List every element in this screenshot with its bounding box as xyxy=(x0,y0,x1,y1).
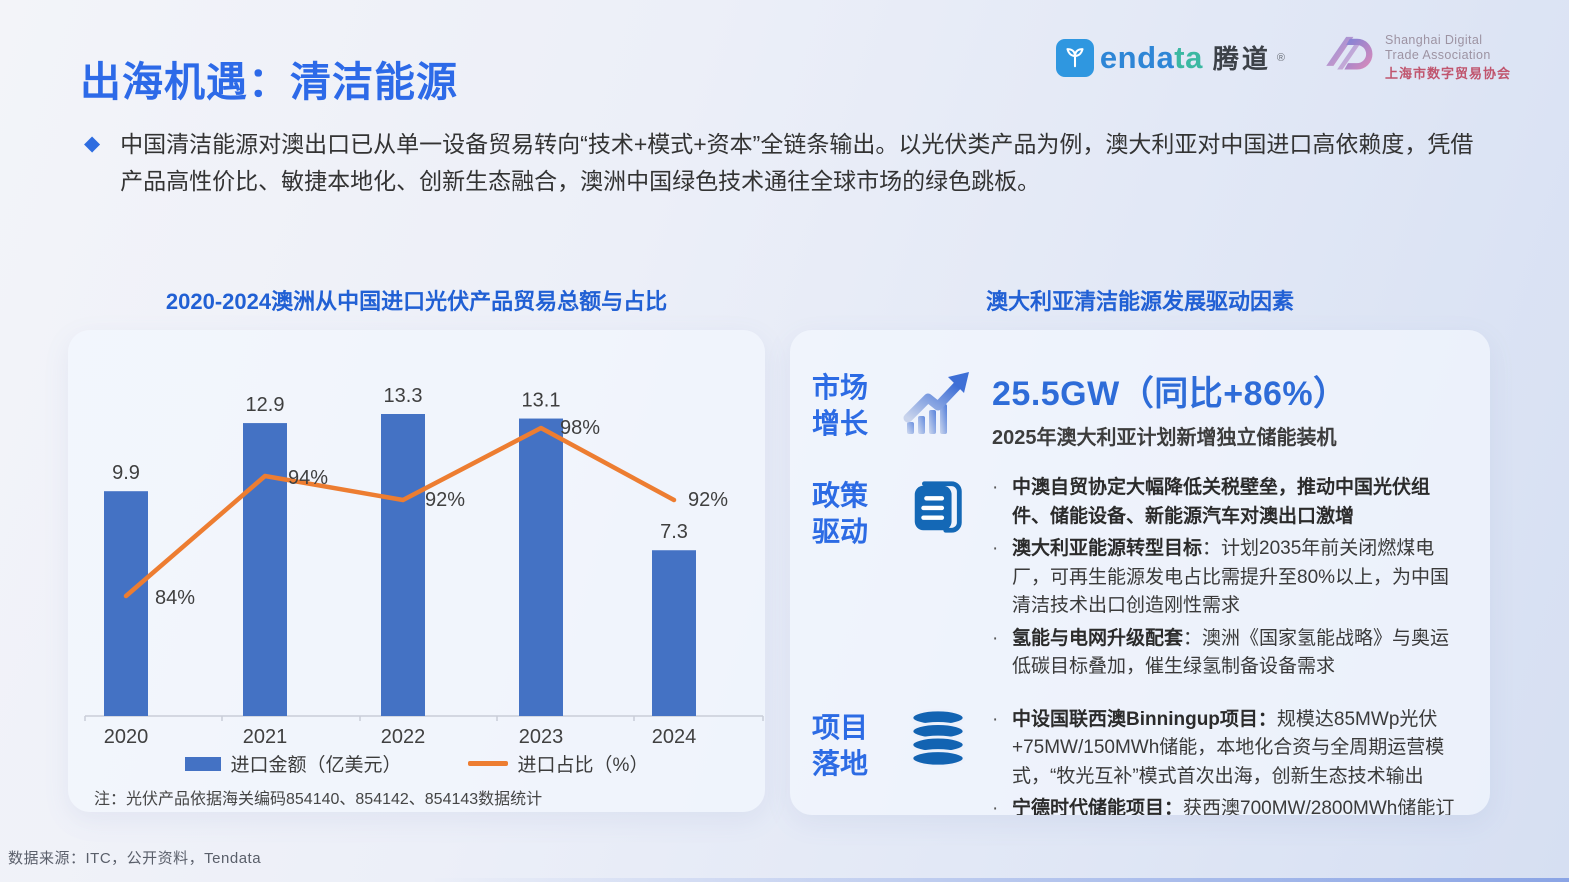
tendata-cn-label: 腾道 xyxy=(1212,44,1271,74)
sdta-en-line2: Trade Association xyxy=(1384,48,1491,63)
line-value-label: 92% xyxy=(425,489,465,511)
bar-2021 xyxy=(243,423,287,716)
chart-note: 注：光伏产品依据海关编码854140、854142、854143数据统计 xyxy=(94,791,543,808)
bullet-dot-icon: · xyxy=(992,798,999,815)
bar-value-label: 9.9 xyxy=(112,462,140,484)
bar-2023 xyxy=(519,418,563,716)
bar-2020 xyxy=(104,491,148,716)
bar-2022 xyxy=(381,414,425,716)
logo-area: endata 腾道 ® Shanghai Digital xyxy=(1055,26,1511,89)
page-title: 出海机遇：清洁能源 xyxy=(80,59,458,105)
market-growth-desc: 2025年澳大利亚计划新增独立储能装机 xyxy=(992,427,1337,449)
bar-line-chart: 9.9 2020 12.9 2021 13.3 2022 13.1 2023 7.3 2024 84… xyxy=(84,385,764,748)
x-tick-label: 2021 xyxy=(243,726,288,748)
driver-section-3: 项目落地 · 中设国联西澳Binningup项目：规模达85MWp光伏+75MW/1… xyxy=(812,706,1466,816)
x-tick-label: 2022 xyxy=(381,726,426,748)
intro-paragraph: ◆ 中国清洁能源对澳出口已从单一设备贸易转向“技术+模式+资本”全链条输出。以光… xyxy=(84,126,1496,201)
x-tick-label: 2020 xyxy=(104,726,149,748)
driver-label: 项目落地 xyxy=(812,711,869,779)
tendata-wordmark: endata xyxy=(1099,39,1203,75)
chart-panel: 9.9 2020 12.9 2021 13.3 2022 13.1 2023 7.3 2024 84… xyxy=(68,330,765,812)
bullet-dot-icon: · xyxy=(992,627,999,649)
data-source: 数据来源：ITC，公开资料，Tendata xyxy=(8,850,262,867)
market-growth-stat: 25.5GW（同比+86%） xyxy=(992,375,1348,413)
driver-label: 政策驱动 xyxy=(812,480,869,548)
bar-value-label: 12.9 xyxy=(246,394,285,416)
legend-line-label: 进口占比（%） xyxy=(517,755,649,776)
bar-value-label: 13.3 xyxy=(384,385,423,407)
x-tick-label: 2023 xyxy=(519,726,564,748)
driver-label: 市场增长 xyxy=(812,372,869,440)
chart-legend: 进口金额（亿美元） 进口占比（%） xyxy=(68,750,765,777)
line-value-label: 92% xyxy=(688,489,728,511)
line-value-label: 84% xyxy=(155,587,195,609)
drivers-panel: 市场增长 25.5GW（同比+86%） 2025年澳大利亚计划新增独立储能装机政策驱… xyxy=(790,330,1490,815)
bullet-diamond-icon: ◆ xyxy=(84,132,101,155)
database-icon xyxy=(892,706,984,770)
bullet-dot-icon: · xyxy=(992,538,999,559)
legend-item-line: 进口占比（%） xyxy=(467,750,649,777)
x-tick-label: 2024 xyxy=(652,726,697,748)
driver-bullet: ·宁德时代储能项目：获西澳700MW/2800MWh储能订单，2025年投产 xyxy=(992,795,1466,815)
trend-up-icon xyxy=(892,366,984,436)
chart-title: 2020-2024澳洲从中国进口光伏产品贸易总额与占比 xyxy=(165,289,668,314)
tendata-logo: endata 腾道 ® xyxy=(1055,38,1285,77)
bar-value-label: 13.1 xyxy=(522,390,561,412)
driver-bullet: · 氢能与电网升级配套：澳洲《国家氢能战略》与奥运低碳目标叠加，催生绿氢制备设备需… xyxy=(992,625,1466,682)
driver-content: · 中澳自贸协定大幅降低关税壁垒，推动中国光伏组件、储能设备、新能源汽车对澳出口激… xyxy=(992,474,1466,682)
sdta-en-line1: Shanghai Digital xyxy=(1384,32,1483,47)
driver-section-1: 市场增长 25.5GW（同比+86%） 2025年澳大利亚计划新增独立储能装机 xyxy=(812,366,1466,450)
sdta-logo: Shanghai Digital Trade Association 上海市数字… xyxy=(1319,26,1511,89)
legend-item-bar: 进口金额（亿美元） xyxy=(184,750,402,777)
driver-bullet: · 中设国联西澳Binningup项目：规模达85MWp光伏+75MW/150MW… xyxy=(992,706,1466,792)
bar-2024 xyxy=(652,550,696,716)
legend-bar-label: 进口金额（亿美元） xyxy=(230,755,402,776)
driver-bullet: · 中澳自贸协定大幅降低关税壁垒，推动中国光伏组件、储能设备、新能源汽车对澳出口激… xyxy=(992,474,1466,531)
tendata-sprout-icon xyxy=(1055,38,1094,77)
driver-bullet: · 澳大利亚能源转型目标：计划2035年前关闭燃煤电厂，可再生能源发电占比需提升至… xyxy=(992,535,1466,621)
drivers-title: 澳大利亚清洁能源发展驱动因素 xyxy=(985,289,1294,314)
line-swatch-icon xyxy=(467,761,508,766)
bullet-dot-icon: · xyxy=(992,477,999,498)
intro-text: 中国清洁能源对澳出口已从单一设备贸易转向“技术+模式+资本”全链条输出。以光伏类… xyxy=(120,131,1474,195)
driver-content: · 中设国联西澳Binningup项目：规模达85MWp光伏+75MW/150MW… xyxy=(992,706,1466,816)
registered-mark-icon: ® xyxy=(1276,51,1285,64)
line-value-label: 94% xyxy=(288,467,328,489)
line-value-label: 98% xyxy=(560,417,600,439)
driver-content: 25.5GW（同比+86%） 2025年澳大利亚计划新增独立储能装机 xyxy=(992,366,1466,450)
driver-section-2: 政策驱动 · 中澳自贸协定大幅降低关税壁垒，推动中国光伏组件、储能设备、新能源汽车对… xyxy=(812,474,1466,682)
document-icon xyxy=(892,474,984,538)
sdta-d-icon xyxy=(1319,26,1377,89)
sdta-cn-line: 上海市数字贸易协会 xyxy=(1384,66,1511,81)
line-series xyxy=(123,425,677,599)
bullet-dot-icon: · xyxy=(992,708,999,730)
bar-value-label: 7.3 xyxy=(660,521,688,543)
bar-swatch-icon xyxy=(184,756,221,771)
